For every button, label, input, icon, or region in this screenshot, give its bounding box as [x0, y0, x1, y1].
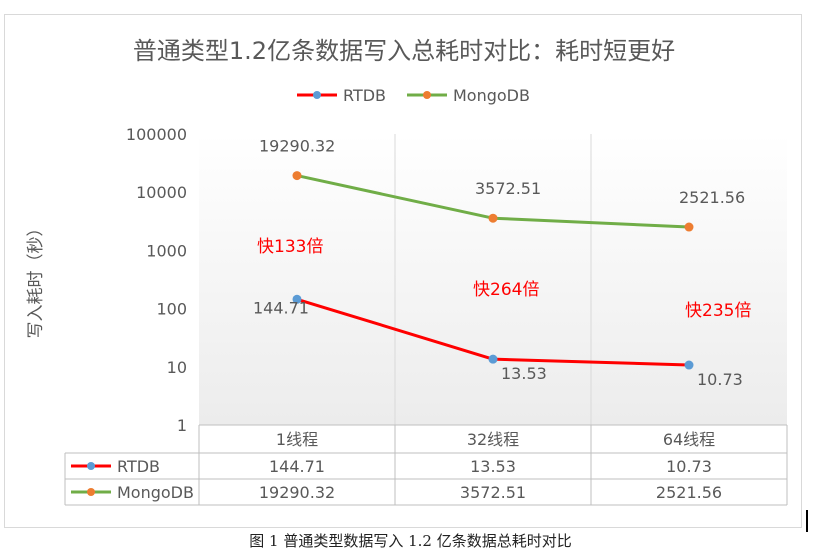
data-label: 3572.51: [475, 179, 541, 198]
data-label: 144.71: [253, 298, 309, 317]
table-cell: 10.73: [666, 457, 712, 476]
speedup-annotation: 快133倍: [257, 237, 323, 257]
x-tick-label: 32线程: [467, 430, 519, 449]
legend-marker: [423, 91, 431, 99]
y-tick-label: 100: [156, 300, 187, 319]
legend-label: RTDB: [343, 86, 386, 105]
chart-frame: 普通类型1.2亿条数据写入总耗时对比：耗时短更好 RTDB MongoDB 10000…: [4, 14, 802, 528]
y-tick-label: 1000: [146, 241, 187, 260]
y-tick-label: 10: [167, 358, 187, 377]
figure-caption: 图 1 普通类型数据写入 1.2 亿条数据总耗时对比: [249, 532, 572, 550]
table-cell: 144.71: [269, 457, 325, 476]
table-series-name: RTDB: [117, 457, 160, 476]
data-label: 10.73: [697, 370, 743, 389]
speedup-annotation: 快235倍: [685, 301, 751, 321]
data-point: [488, 354, 498, 364]
line-chart: 普通类型1.2亿条数据写入总耗时对比：耗时短更好 RTDB MongoDB 10000…: [26, 37, 788, 506]
table-legend-marker: [87, 488, 95, 496]
x-tick-label: 1线程: [276, 430, 318, 449]
legend-marker: [313, 91, 321, 99]
x-tick-label: 64线程: [663, 430, 715, 449]
y-tick-label: 100000: [126, 125, 187, 144]
data-point: [292, 171, 302, 181]
data-point: [488, 213, 498, 223]
table-cell: 3572.51: [460, 483, 526, 502]
data-point: [684, 360, 694, 370]
table-cell: 2521.56: [656, 483, 722, 502]
table-cell: 13.53: [470, 457, 516, 476]
data-label: 19290.32: [259, 137, 335, 156]
data-label: 2521.56: [679, 188, 745, 207]
table-series-name: MongoDB: [117, 483, 194, 502]
y-tick-label: 10000: [136, 183, 187, 202]
plot-area: [199, 134, 787, 425]
chart-title: 普通类型1.2亿条数据写入总耗时对比：耗时短更好: [133, 37, 675, 65]
y-axis-label: 写入耗时（秒）: [26, 220, 46, 339]
data-point: [292, 294, 302, 304]
legend-label: MongoDB: [453, 86, 530, 105]
table-cell: 19290.32: [259, 483, 335, 502]
data-label: 13.53: [501, 364, 547, 383]
y-tick-label: 1: [177, 416, 187, 435]
speedup-annotation: 快264倍: [473, 280, 539, 300]
data-point: [684, 222, 694, 232]
text-cursor: [806, 510, 808, 532]
table-legend-marker: [87, 462, 95, 470]
